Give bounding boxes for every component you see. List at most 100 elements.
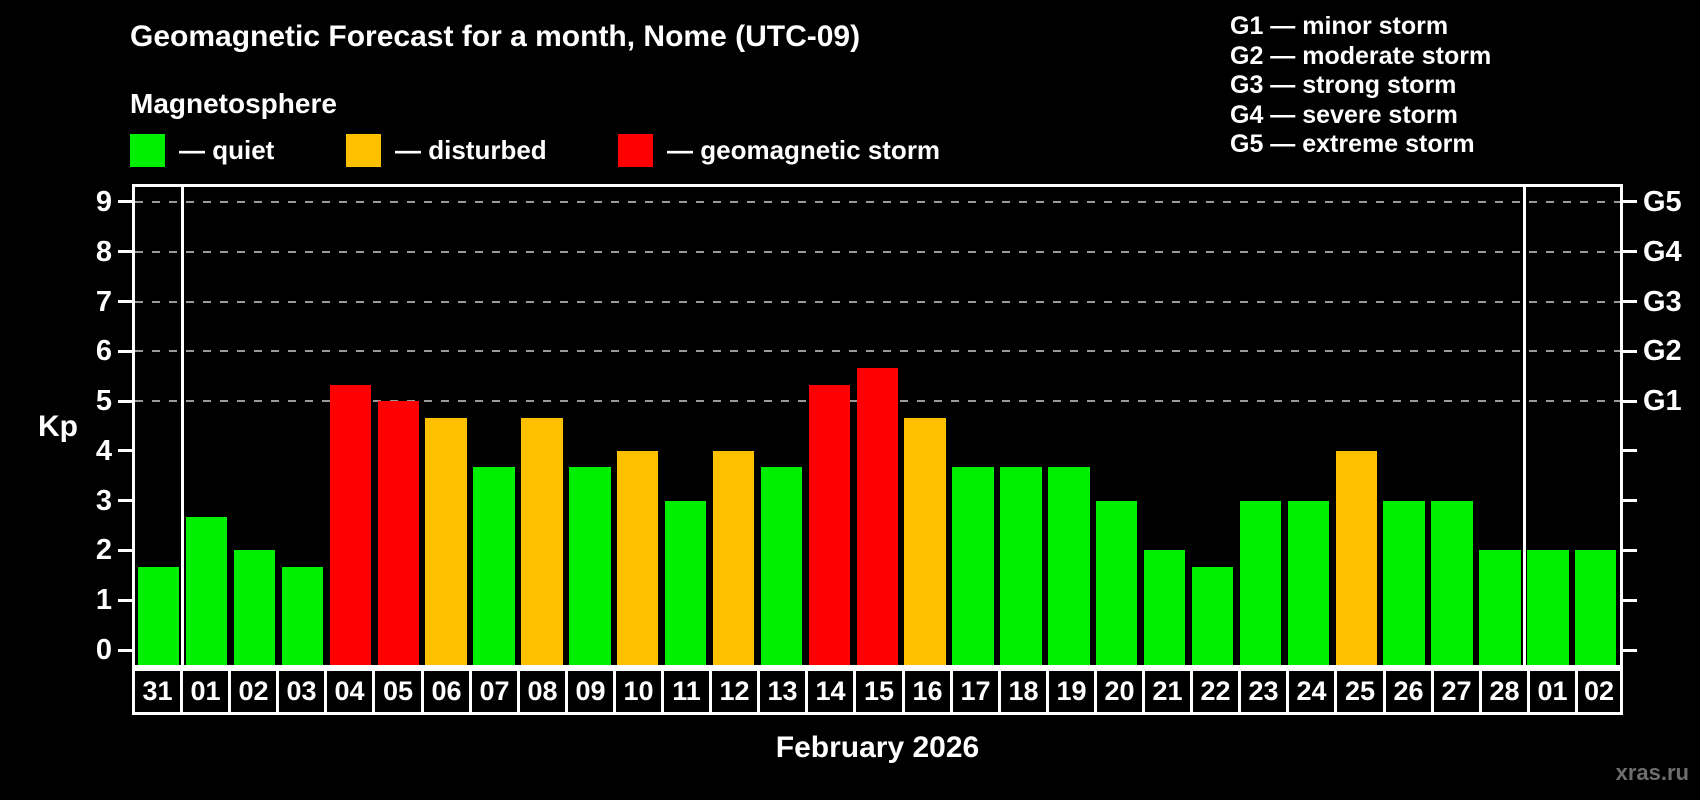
y-tick-right-6 [1623, 349, 1637, 353]
magnetosphere-legend-title: Magnetosphere [130, 88, 337, 119]
disturbed-color-swatch [346, 133, 381, 167]
day-box-30-02: 02 [1575, 668, 1623, 715]
bar-13-day-13 [760, 467, 803, 665]
day-box-11-11: 11 [661, 668, 712, 715]
g-label-g3: G3 [1643, 285, 1682, 318]
g-scale-item-g4: G4 — severe storm [1230, 100, 1458, 129]
y-tick-label-2: 2 [95, 534, 112, 567]
bar-11-day-11 [664, 500, 707, 665]
day-box-29-01: 01 [1527, 668, 1578, 715]
y-tick-label-5: 5 [95, 385, 112, 418]
day-box-12-12: 12 [709, 668, 760, 715]
day-box-14-14: 14 [805, 668, 856, 715]
bar-6-day-06 [425, 417, 467, 665]
y-tick-left-1 [118, 598, 132, 602]
day-box-23-23: 23 [1238, 668, 1289, 715]
legend-label-quiet: — quiet [179, 134, 275, 165]
day-box-16-16: 16 [902, 668, 953, 715]
day-box-10-10: 10 [613, 668, 664, 715]
legend-label-disturbed: — disturbed [395, 134, 547, 165]
gridline-kp7 [135, 300, 1620, 303]
day-box-5-05: 05 [372, 668, 424, 715]
y-tick-label-9: 9 [95, 185, 112, 218]
chart-title: Geomagnetic Forecast for a month, Nome (… [130, 20, 861, 53]
quiet-color-swatch [130, 133, 165, 167]
y-tick-right-2 [1623, 548, 1637, 552]
y-tick-left-4 [118, 449, 132, 453]
day-box-8-08: 08 [517, 668, 568, 715]
y-tick-right-4 [1623, 449, 1637, 453]
bar-5-day-05 [377, 401, 419, 665]
bar-8-day-08 [521, 417, 563, 665]
y-tick-left-2 [118, 548, 132, 552]
g-scale-item-g2: G2 — moderate storm [1230, 41, 1492, 70]
month-separator-1 [181, 187, 185, 665]
bar-10-day-10 [617, 450, 659, 665]
bar-22-day-22 [1191, 566, 1234, 665]
y-tick-left-5 [118, 399, 132, 403]
day-box-21-21: 21 [1142, 668, 1193, 715]
y-tick-right-3 [1623, 499, 1637, 503]
day-box-7-07: 07 [469, 668, 520, 715]
bar-25-day-25 [1335, 450, 1377, 665]
bar-27-day-27 [1431, 500, 1473, 665]
bar-3-day-03 [281, 566, 324, 665]
y-tick-left-8 [118, 250, 132, 254]
g-label-g5: G5 [1643, 185, 1682, 218]
y-tick-right-9 [1623, 200, 1637, 204]
y-tick-label-4: 4 [95, 434, 112, 467]
day-box-3-03: 03 [276, 668, 327, 715]
g-scale-item-g3: G3 — strong storm [1230, 71, 1457, 99]
bar-0-day-31 [138, 566, 180, 665]
legend-item-storm: — geomagnetic storm [618, 133, 940, 167]
storm-color-swatch [618, 133, 653, 167]
day-box-6-06: 06 [421, 668, 472, 715]
g-label-g1: G1 [1643, 385, 1682, 418]
y-tick-label-8: 8 [95, 235, 112, 268]
bar-19-day-19 [1048, 467, 1090, 665]
day-box-18-18: 18 [998, 668, 1049, 715]
y-axis-label: Kp [38, 410, 78, 443]
bar-4-day-04 [329, 384, 371, 665]
legend-item-quiet: — quiet [130, 133, 274, 167]
y-tick-right-7 [1623, 300, 1637, 304]
legend-item-disturbed: — disturbed [346, 133, 547, 167]
bar-30-day-02 [1575, 550, 1617, 665]
y-tick-label-6: 6 [95, 335, 112, 368]
g-scale-item-g5: G5 — extreme storm [1230, 130, 1475, 158]
bar-29-day-01 [1527, 550, 1569, 665]
day-box-2-02: 02 [228, 668, 279, 715]
day-box-28-28: 28 [1479, 668, 1530, 715]
bar-1-day-01 [185, 517, 228, 665]
g-scale-item-g1: G1 — minor storm [1230, 12, 1449, 40]
bar-16-day-16 [904, 417, 946, 665]
y-tick-label-3: 3 [95, 484, 112, 517]
g-label-g4: G4 [1643, 235, 1682, 268]
bar-18-day-18 [1000, 467, 1042, 665]
y-tick-right-8 [1623, 250, 1637, 254]
day-box-22-22: 22 [1190, 668, 1241, 715]
bar-7-day-07 [473, 467, 515, 665]
bar-17-day-17 [952, 467, 994, 665]
y-tick-left-6 [118, 349, 132, 353]
day-box-4-04: 04 [324, 668, 375, 715]
bar-23-day-23 [1239, 500, 1282, 665]
day-box-1-01: 01 [180, 668, 231, 715]
day-box-9-09: 09 [565, 668, 616, 715]
gridline-kp8 [135, 250, 1620, 253]
day-box-0-31: 31 [132, 668, 183, 715]
day-box-19-19: 19 [1046, 668, 1097, 715]
day-box-20-20: 20 [1094, 668, 1145, 715]
y-tick-right-0 [1623, 648, 1637, 652]
y-tick-left-3 [118, 499, 132, 503]
day-box-13-13: 13 [757, 668, 808, 715]
bar-24-day-24 [1287, 500, 1330, 665]
bar-2-day-02 [233, 550, 276, 665]
day-box-15-15: 15 [853, 668, 905, 715]
bar-26-day-26 [1383, 500, 1425, 665]
y-tick-label-1: 1 [95, 584, 112, 617]
bar-20-day-20 [1096, 500, 1138, 665]
bar-12-day-12 [712, 450, 755, 665]
y-tick-left-9 [118, 200, 132, 204]
